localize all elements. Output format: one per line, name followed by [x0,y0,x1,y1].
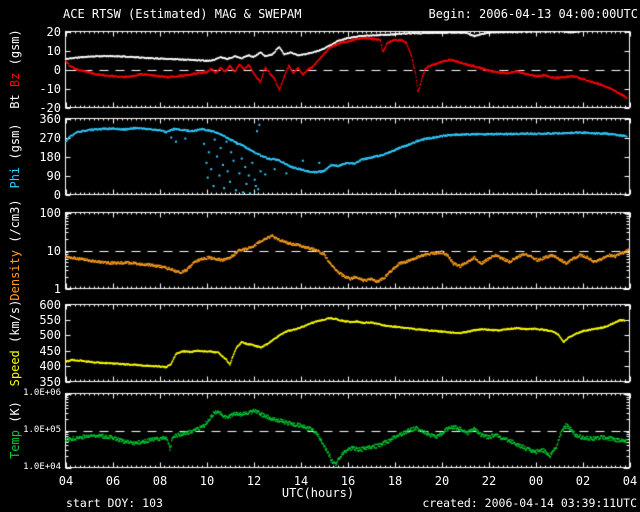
y-tick-label-mag: 0 [53,63,61,77]
plot-title: ACE RTSW (Estimated) MAG & SWEPAM [63,7,302,21]
footer-created-timestamp: created: 2006-04-14 03:39:11UTC [422,496,637,510]
y-axis-label-mag: Bt Bz (gsm) [8,29,22,109]
x-tick-label: 06 [105,474,121,488]
x-tick-label: 10 [199,474,215,488]
x-tick-label: 14 [293,474,309,488]
y-tick-label-density: 10 [46,244,61,258]
x-tick-label: 04 [622,474,638,488]
y-axis-label-part: Phi [8,166,22,189]
y-tick-label-phi: 0 [53,188,61,202]
y-tick-label-speed: 500 [39,328,61,342]
y-tick-label-temp: 1.0E+05 [23,425,61,435]
y-tick-label-phi: 180 [39,150,61,164]
y-tick-label-mag: 10 [46,44,61,58]
y-tick-label-speed: 400 [39,359,61,373]
y-tick-label-temp: 1.0E+04 [23,462,61,472]
x-tick-label: 18 [387,474,403,488]
y-axis-label-part: Bt [8,94,22,109]
y-axis-label-part: (gsm) [8,29,22,66]
y-tick-label-speed: 550 [39,313,61,327]
y-axis-label-part: (km/s) [8,299,22,343]
y-axis-label-density: Density (/cm3) [8,199,22,301]
y-tick-label-phi: 90 [46,169,61,183]
begin-timestamp: Begin: 2006-04-13 04:00:00UTC [428,7,638,21]
y-tick-label-speed: 600 [39,298,61,312]
footer-start-doy: start DOY: 103 [66,496,163,510]
y-tick-label-density: 1 [53,282,61,296]
y-tick-label-temp: 1.0E+06 [23,388,61,398]
x-tick-label: 22 [481,474,497,488]
y-tick-label-phi: 360 [39,112,61,126]
y-axis-label-temp: Temp (K) [8,401,22,459]
y-tick-label-speed: 350 [39,375,61,389]
y-tick-label-density: 100 [39,206,61,220]
y-axis-label-speed: Speed (km/s) [8,299,22,386]
y-axis-label-part: (gsm) [8,123,22,160]
y-tick-label-mag: -20 [39,101,61,115]
y-tick-label-mag: 20 [46,25,61,39]
y-tick-label-speed: 450 [39,344,61,358]
y-tick-label-mag: -10 [39,82,61,96]
y-axis-label-part: (/cm3) [8,199,22,243]
y-axis-label-phi: Phi (gsm) [8,123,22,189]
x-tick-label: 02 [575,474,591,488]
y-axis-label-part: Density [8,250,22,301]
x-tick-label: 04 [58,474,74,488]
x-tick-label: 08 [152,474,168,488]
x-tick-label: 20 [434,474,450,488]
x-tick-label: 12 [246,474,262,488]
y-axis-label-part: Bz [8,72,22,88]
x-tick-label: 16 [340,474,356,488]
y-axis-label-part: Temp [8,430,22,459]
y-tick-label-phi: 270 [39,131,61,145]
x-tick-label: 00 [528,474,544,488]
y-axis-label-part: Speed [8,349,22,386]
x-axis-label: UTC(hours) [281,486,355,500]
y-axis-label-part: (K) [8,401,22,423]
